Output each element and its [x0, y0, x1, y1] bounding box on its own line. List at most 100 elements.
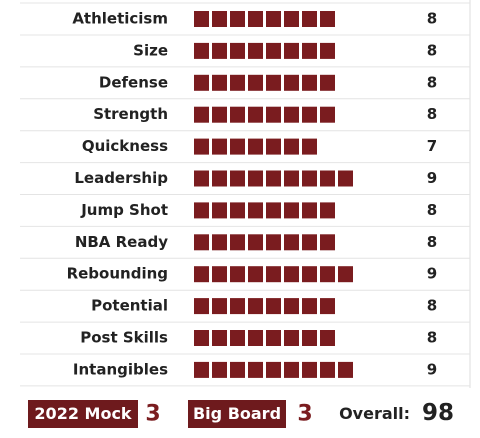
rating-square: [266, 11, 281, 27]
rating-label: Defense: [99, 73, 168, 91]
rating-square: [212, 138, 227, 155]
rating-square: [194, 266, 209, 283]
rating-square: [284, 361, 299, 378]
rating-square: [194, 74, 209, 91]
rating-square: [266, 42, 281, 59]
rating-square: [248, 266, 263, 283]
rating-value: 8: [427, 10, 437, 28]
rating-square: [194, 298, 209, 315]
rating-square: [230, 234, 245, 251]
rating-label: Athleticism: [72, 10, 168, 28]
rating-squares: [194, 361, 353, 378]
rating-squares: [194, 234, 335, 251]
rating-square: [230, 106, 245, 123]
rating-square: [230, 202, 245, 219]
rating-square: [266, 234, 281, 251]
rating-square: [320, 106, 335, 123]
rating-rows: Athleticism 8 Size 8 Defense 8 Strength 8 Quickn…: [20, 2, 470, 387]
rating-square: [230, 138, 245, 155]
rating-square: [212, 234, 227, 251]
rating-square: [284, 138, 299, 155]
board-box: [188, 400, 286, 428]
board-value: 3: [297, 402, 312, 427]
rating-square: [266, 330, 281, 346]
rating-label: Leadership: [74, 169, 168, 187]
rating-square: [284, 42, 299, 59]
rating-square: [248, 170, 263, 187]
rating-square: [320, 330, 335, 346]
rating-square: [302, 74, 317, 91]
rating-square: [230, 361, 245, 378]
rating-value: 9: [427, 360, 437, 378]
footer: 2022 Mock 3 Big Board 3 Overall: 98: [28, 400, 454, 428]
rating-square: [230, 298, 245, 315]
rating-value: 8: [427, 233, 437, 251]
rating-square: [212, 202, 227, 219]
rating-label: Size: [133, 41, 168, 59]
rating-square: [248, 106, 263, 123]
rating-value: 8: [427, 201, 437, 219]
rating-value: 8: [427, 329, 437, 347]
rating-square: [212, 42, 227, 59]
rating-label: Intangibles: [73, 360, 168, 378]
rating-label: Rebounding: [67, 265, 168, 283]
rating-square: [338, 361, 353, 378]
mock-box: [28, 400, 138, 428]
rating-square: [266, 298, 281, 315]
rating-label: Quickness: [82, 137, 168, 155]
rating-square: [194, 202, 209, 219]
rating-square: [248, 361, 263, 378]
rating-square: [248, 138, 263, 155]
board-label: Big Board: [193, 404, 281, 423]
rating-value: 9: [427, 169, 437, 187]
rating-square: [194, 361, 209, 378]
rating-label: Jump Shot: [80, 201, 168, 219]
rating-square: [248, 202, 263, 219]
rating-value: 8: [427, 105, 437, 123]
rating-value: 9: [427, 265, 437, 283]
rating-square: [248, 298, 263, 315]
rating-square: [212, 266, 227, 283]
rating-square: [266, 202, 281, 219]
rating-label: Strength: [93, 105, 168, 123]
rating-square: [302, 330, 317, 346]
rating-square: [266, 361, 281, 378]
rating-squares: [194, 11, 335, 27]
rating-square: [230, 74, 245, 91]
rating-square: [320, 234, 335, 251]
rating-square: [230, 330, 245, 346]
rating-square: [320, 170, 335, 187]
rating-square: [320, 298, 335, 315]
rating-square: [230, 266, 245, 283]
rating-square: [230, 11, 245, 27]
rating-squares: [194, 106, 335, 123]
rating-square: [284, 74, 299, 91]
rating-square: [320, 74, 335, 91]
rating-label: Post Skills: [80, 329, 168, 347]
rating-square: [284, 170, 299, 187]
rating-label: Potential: [91, 297, 168, 315]
rating-square: [212, 74, 227, 91]
rating-square: [266, 74, 281, 91]
rating-square: [212, 298, 227, 315]
rating-square: [266, 170, 281, 187]
rating-square: [284, 298, 299, 315]
rating-square: [302, 202, 317, 219]
mock-value: 3: [145, 402, 160, 427]
rating-square: [320, 361, 335, 378]
rating-square: [248, 42, 263, 59]
overall-label: Overall:: [339, 404, 410, 423]
rating-square: [230, 42, 245, 59]
rating-square: [284, 106, 299, 123]
rating-square: [338, 170, 353, 187]
rating-squares: [194, 330, 335, 346]
overall-value: 98: [422, 400, 454, 426]
rating-squares: [194, 170, 353, 187]
rating-square: [194, 234, 209, 251]
rating-square: [284, 266, 299, 283]
rating-square: [212, 330, 227, 346]
rating-square: [302, 42, 317, 59]
rating-square: [248, 74, 263, 91]
rating-square: [212, 11, 227, 27]
